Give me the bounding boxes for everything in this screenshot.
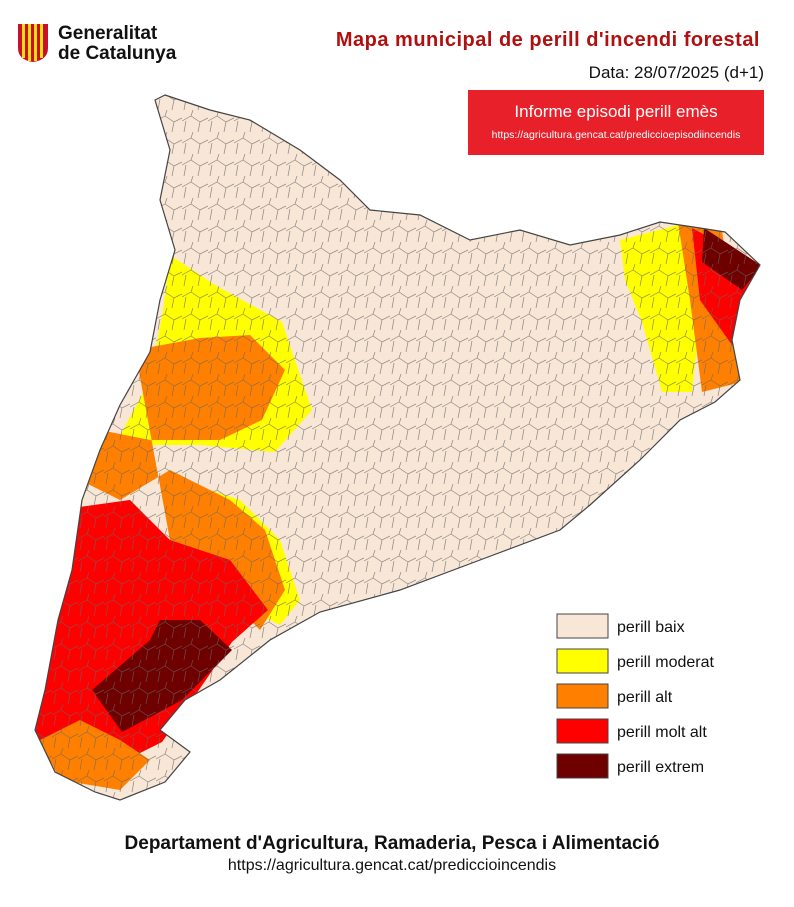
footer-url[interactable]: https://agricultura.gencat.cat/prediccio… [228, 857, 556, 874]
legend-swatch [556, 683, 609, 709]
logo-text: de Catalunya [58, 43, 177, 64]
alert-url[interactable]: https://agricultura.gencat.cat/prediccio… [492, 129, 741, 141]
legend-swatch [556, 753, 609, 779]
map [34, 94, 761, 801]
legend-label: perill alt [617, 689, 673, 706]
title: Mapa municipal de perill d'incendi fores… [336, 29, 760, 51]
legend-label: perill extrem [617, 759, 704, 776]
alert-title[interactable]: Informe episodi perill emès [514, 102, 717, 121]
legend-swatch [556, 718, 609, 744]
legend-swatch [556, 648, 609, 674]
legend-label: perill molt alt [617, 724, 707, 741]
alert-box[interactable] [468, 90, 764, 155]
date: Data: 28/07/2025 (d+1) [589, 63, 764, 82]
logo [18, 24, 48, 62]
legend: perill baix perill moderat perill alt peril… [556, 613, 714, 779]
legend-label: perill baix [617, 619, 685, 636]
legend-label: perill moderat [617, 654, 714, 671]
footer-department: Departament d'Agricultura, Ramaderia, Pe… [125, 833, 660, 854]
legend-swatch [556, 613, 609, 639]
logo-text: Generalitat [58, 23, 158, 44]
